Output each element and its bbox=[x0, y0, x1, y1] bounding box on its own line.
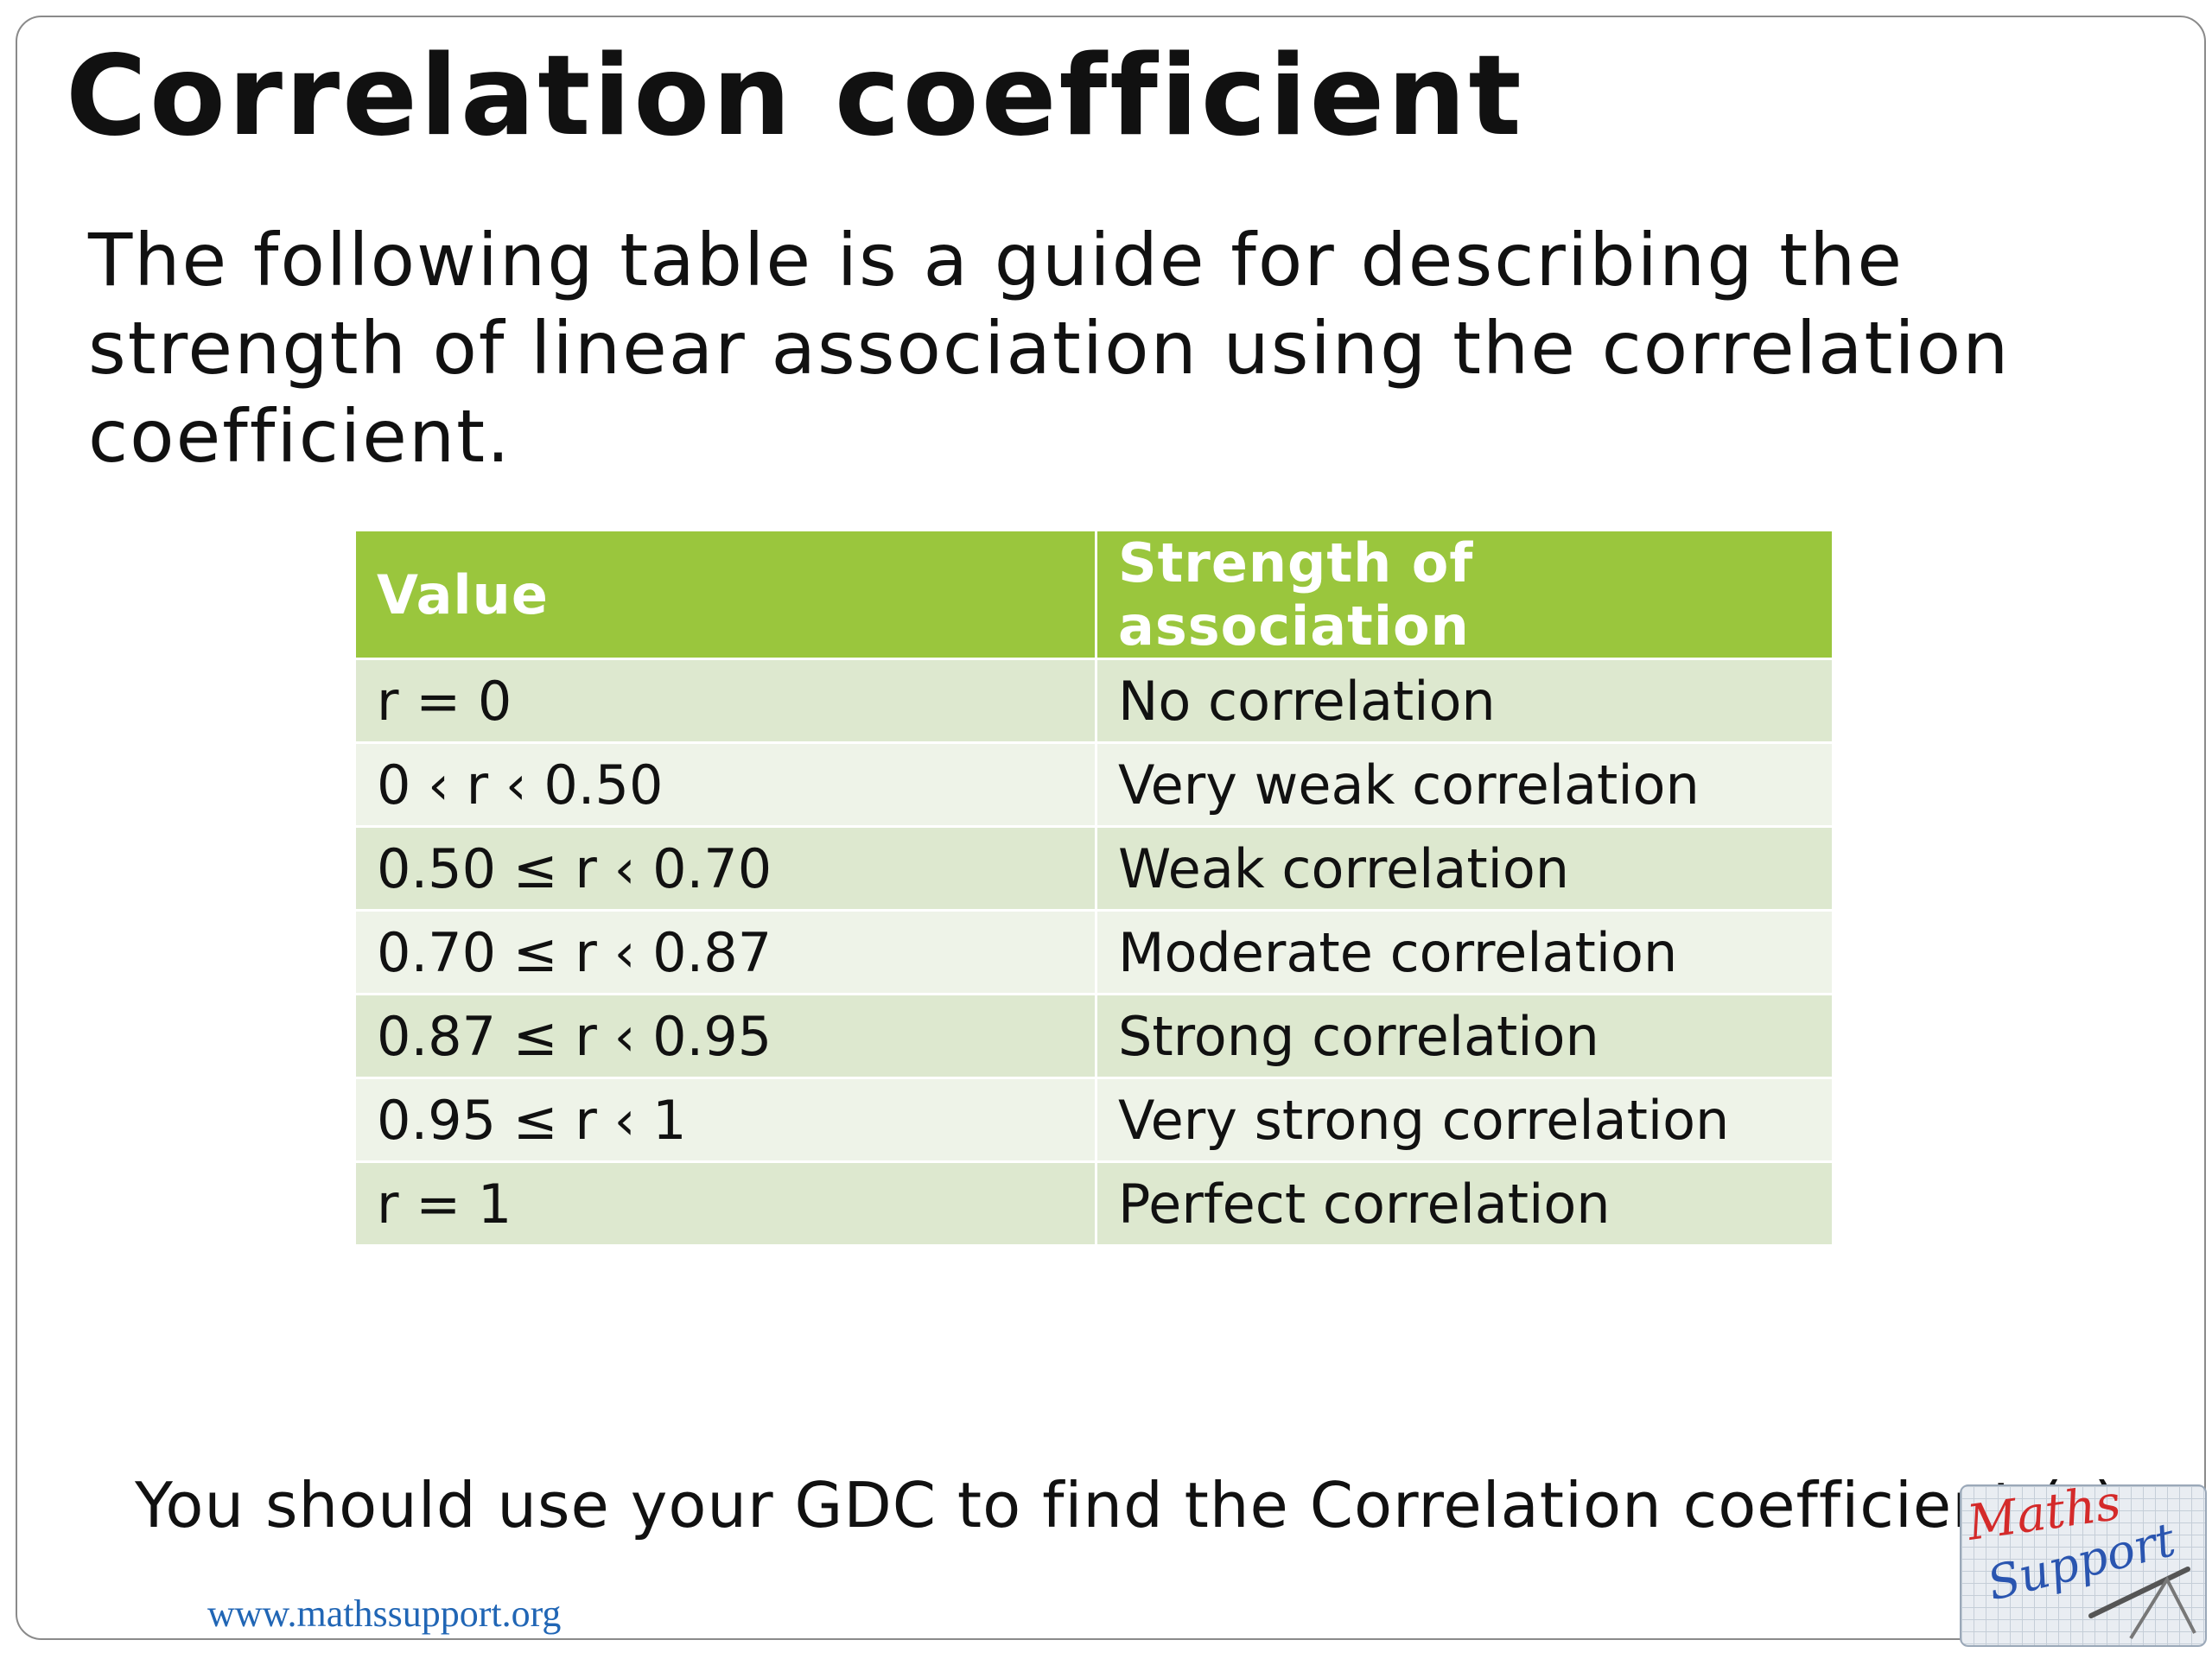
table-row: 0.95 ≤ r ‹ 1 Very strong correlation bbox=[353, 1077, 1834, 1163]
table-row: 0.50 ≤ r ‹ 0.70 Weak correlation bbox=[353, 825, 1834, 912]
maths-support-logo: Maths Support bbox=[1960, 1484, 2207, 1647]
strength-cell: Strong correlation bbox=[1095, 993, 1834, 1079]
value-cell: 0 ‹ r ‹ 0.50 bbox=[353, 741, 1097, 828]
value-cell: r = 0 bbox=[353, 658, 1097, 744]
column-header-strength: Strength of association bbox=[1095, 529, 1834, 660]
value-cell: 0.50 ≤ r ‹ 0.70 bbox=[353, 825, 1097, 912]
table-header-row: Value Strength of association bbox=[353, 529, 1834, 660]
logo-graphic: Maths Support bbox=[1963, 1486, 2196, 1640]
strength-cell: Very strong correlation bbox=[1095, 1077, 1834, 1163]
value-cell: r = 1 bbox=[353, 1160, 1097, 1247]
table-row: 0.87 ≤ r ‹ 0.95 Strong correlation bbox=[353, 993, 1834, 1079]
page-title: Correlation coefficient bbox=[66, 32, 1524, 161]
table-row: r = 0 No correlation bbox=[353, 658, 1834, 744]
strength-cell: Moderate correlation bbox=[1095, 909, 1834, 995]
compass-icon bbox=[2129, 1575, 2196, 1640]
value-cell: 0.95 ≤ r ‹ 1 bbox=[353, 1077, 1097, 1163]
value-cell: 0.70 ≤ r ‹ 0.87 bbox=[353, 909, 1097, 995]
strength-cell: Very weak correlation bbox=[1095, 741, 1834, 828]
pencil-icon bbox=[2088, 1567, 2190, 1618]
table-row: 0.70 ≤ r ‹ 0.87 Moderate correlation bbox=[353, 909, 1834, 995]
website-link[interactable]: www.mathssupport.org bbox=[207, 1592, 562, 1635]
value-cell: 0.87 ≤ r ‹ 0.95 bbox=[353, 993, 1097, 1079]
correlation-table: Value Strength of association r = 0 No c… bbox=[353, 529, 1834, 1247]
gdc-note: You should use your GDC to find the Corr… bbox=[135, 1469, 2119, 1541]
table-row: 0 ‹ r ‹ 0.50 Very weak correlation bbox=[353, 741, 1834, 828]
strength-cell: Weak correlation bbox=[1095, 825, 1834, 912]
table-row: r = 1 Perfect correlation bbox=[353, 1160, 1834, 1247]
strength-cell: Perfect correlation bbox=[1095, 1160, 1834, 1247]
intro-paragraph: The following table is a guide for descr… bbox=[88, 218, 2011, 479]
strength-cell: No correlation bbox=[1095, 658, 1834, 744]
gdc-note-text: You should use your GDC to find the Corr… bbox=[135, 1469, 2063, 1541]
column-header-value: Value bbox=[353, 529, 1097, 660]
